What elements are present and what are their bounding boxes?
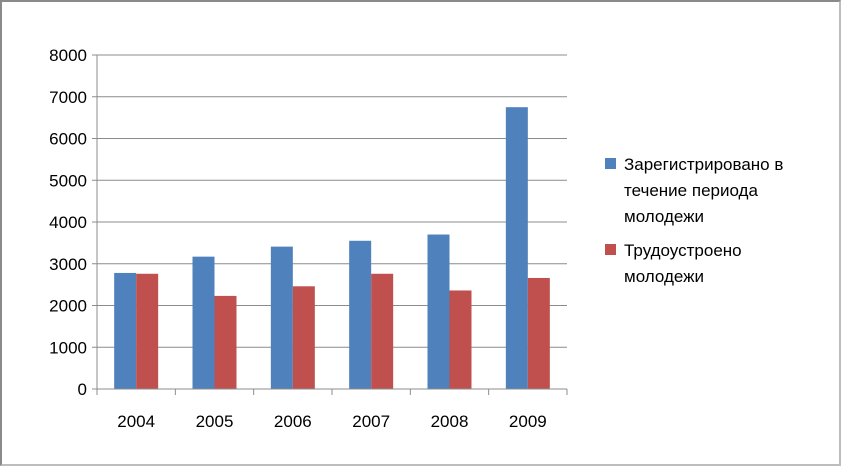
x-tick-label: 2006 (274, 412, 312, 431)
x-axis-tick-labels: 2004 2005 2006 2007 2008 2009 (117, 412, 546, 431)
bar-series-1-2008 (449, 290, 472, 389)
gridlines (92, 54, 567, 390)
legend-label: молодежи (624, 207, 704, 226)
legend: Зарегистрировано в течение периода молодеж… (605, 155, 783, 286)
bar-series-0-2004 (114, 272, 137, 389)
y-tick-label: 6000 (49, 130, 87, 149)
legend-label: молодежи (624, 267, 704, 286)
axes (96, 55, 568, 395)
y-tick-label: 4000 (49, 213, 87, 232)
bar-series-0-2005 (192, 256, 215, 389)
x-tick-label: 2005 (196, 412, 234, 431)
y-tick-label: 3000 (49, 255, 87, 274)
legend-swatch-0 (605, 158, 616, 169)
y-tick-label: 2000 (49, 297, 87, 316)
x-tick-label: 2004 (117, 412, 155, 431)
y-tick-label: 0 (78, 380, 87, 399)
bar-series-1-2009 (527, 277, 550, 389)
y-tick-label: 5000 (49, 171, 87, 190)
bar-series-1-2004 (136, 273, 159, 389)
legend-label: Трудоустроено (624, 241, 742, 260)
bar-series-0-2007 (349, 240, 372, 389)
bar-series-0-2009 (505, 107, 528, 389)
y-axis-tick-labels: 0 1000 2000 3000 4000 5000 6000 7000 8000 (49, 46, 87, 399)
legend-label: Зарегистрировано в (624, 155, 783, 174)
y-tick-label: 1000 (49, 338, 87, 357)
bar-series-0-2008 (427, 234, 450, 389)
bar-series-1-2007 (371, 273, 394, 389)
bars (114, 107, 550, 389)
x-tick-label: 2007 (352, 412, 390, 431)
legend-swatch-1 (605, 244, 616, 255)
bar-series-0-2006 (270, 246, 293, 389)
x-tick-label: 2008 (431, 412, 469, 431)
x-tick-label: 2009 (509, 412, 547, 431)
bar-series-1-2005 (214, 295, 237, 389)
bar-series-1-2006 (292, 286, 315, 389)
y-tick-label: 8000 (49, 46, 87, 65)
y-tick-label: 7000 (49, 88, 87, 107)
legend-label: течение периода (624, 181, 758, 200)
